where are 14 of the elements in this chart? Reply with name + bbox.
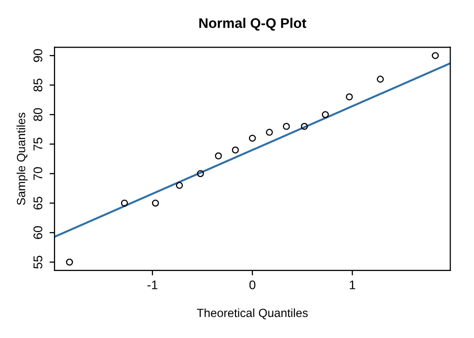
y-axis-title: Sample Quantiles	[16, 112, 28, 205]
y-tick-label: 70	[33, 167, 42, 180]
x-tick-label: -1	[147, 280, 158, 290]
y-tick-label: 85	[33, 78, 42, 92]
x-tick-label: 0	[249, 280, 256, 290]
y-tick-label: 75	[34, 138, 42, 150]
x-axis-title: Theoretical Quantiles	[196, 308, 308, 320]
x-tick-label: 1	[350, 280, 356, 290]
y-tick-label: 65	[33, 196, 42, 210]
y-tick-label: 90	[33, 49, 42, 62]
y-tick-label: 60	[33, 226, 42, 239]
y-tick-label: 55	[34, 256, 42, 269]
chart-title: Normal Q-Q Plot	[199, 18, 306, 31]
y-tick-label: 80	[33, 108, 42, 122]
